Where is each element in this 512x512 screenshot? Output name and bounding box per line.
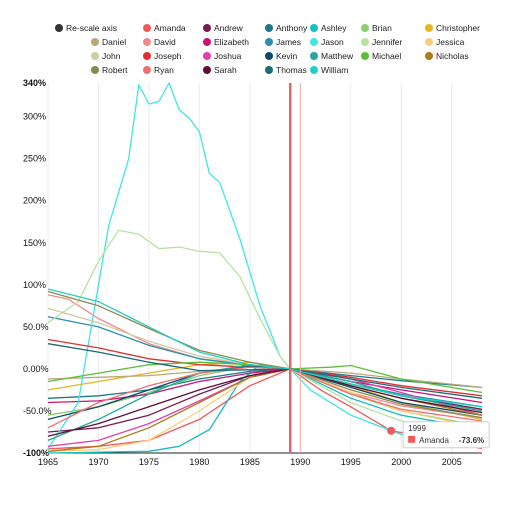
series-line-jennifer — [47, 229, 483, 437]
y-tick-label: 340% — [23, 78, 46, 88]
legend-item-jessica[interactable]: Jessica — [436, 37, 465, 47]
legend-item-william[interactable]: William — [321, 65, 348, 75]
legend-dot-brian[interactable] — [361, 24, 369, 32]
legend-dot-william[interactable] — [310, 66, 318, 74]
x-tick-label: 1995 — [341, 457, 361, 467]
legend-dot-ashley[interactable] — [310, 24, 318, 32]
legend-dot-amanda[interactable] — [143, 24, 151, 32]
y-tick-label: -100% — [23, 448, 49, 458]
legend-item-brian[interactable]: Brian — [372, 23, 392, 33]
y-tick-label: 50.0% — [23, 322, 49, 332]
tooltip-swatch — [408, 435, 416, 443]
series-line-robert — [47, 290, 483, 419]
legend-item-matthew[interactable]: Matthew — [321, 51, 354, 61]
legend-item-robert[interactable]: Robert — [102, 65, 128, 75]
tooltip-value: -73.6% — [459, 436, 484, 445]
legend-item-christopher[interactable]: Christopher — [436, 23, 480, 33]
y-tick-label: -50.0% — [23, 406, 52, 416]
y-tick-label: 250% — [23, 154, 46, 164]
legend-dot-anthony[interactable] — [265, 24, 273, 32]
legend-item-joshua[interactable]: Joshua — [214, 51, 242, 61]
legend-dot-joseph[interactable] — [143, 52, 151, 60]
legend-item-anthony[interactable]: Anthony — [276, 23, 308, 33]
legend-item-jason[interactable]: Jason — [321, 37, 344, 47]
legend-item-michael[interactable]: Michael — [372, 51, 401, 61]
rescale-axis-button[interactable]: Re-scale axis — [66, 23, 117, 33]
tooltip — [402, 421, 490, 449]
legend-dot-james[interactable] — [265, 38, 273, 46]
legend-dot-andrew[interactable] — [203, 24, 211, 32]
legend-dot-robert[interactable] — [91, 66, 99, 74]
legend-dot-jason[interactable] — [310, 38, 318, 46]
tooltip-series: Amanda — [419, 436, 449, 445]
legend-dot-david[interactable] — [143, 38, 151, 46]
legend-dot-christopher[interactable] — [425, 24, 433, 32]
series-line-sarah — [47, 368, 483, 437]
x-tick-label: 1975 — [139, 457, 159, 467]
y-tick-label: 0.00% — [23, 364, 49, 374]
legend-dot-nicholas[interactable] — [425, 52, 433, 60]
series-line-anthony — [47, 368, 483, 399]
legend-dot-jessica[interactable] — [425, 38, 433, 46]
series-line-ryan — [47, 366, 483, 429]
y-axis: 340% 300% 250% 200% 150% 100% 50.0% 0.00% -50.0%… — [23, 78, 52, 458]
legend-item-nicholas[interactable]: Nicholas — [436, 51, 469, 61]
y-tick-label: 100% — [23, 280, 46, 290]
series-line-william — [47, 288, 483, 408]
y-tick-label: 300% — [23, 112, 46, 122]
hover-point[interactable] — [387, 426, 396, 435]
series-line-jason — [47, 82, 483, 450]
legend-item-ashley[interactable]: Ashley — [321, 23, 347, 33]
x-tick-label: 1980 — [189, 457, 209, 467]
overlay: 1999 Amanda -73.6% — [288, 83, 490, 453]
series-line-thomas — [47, 343, 483, 399]
legend-item-jennifer[interactable]: Jennifer — [372, 37, 402, 47]
series-line-elizabeth — [47, 368, 483, 404]
rescale-axis-dot[interactable] — [55, 24, 63, 32]
legend-dot-john[interactable] — [91, 52, 99, 60]
tooltip-year: 1999 — [408, 424, 426, 433]
legend-item-ryan[interactable]: Ryan — [154, 65, 174, 75]
legend-item-kevin[interactable]: Kevin — [276, 51, 298, 61]
legend-dot-daniel[interactable] — [91, 38, 99, 46]
x-tick-label: 2005 — [442, 457, 462, 467]
y-tick-label: 200% — [23, 196, 46, 206]
legend-dot-ryan[interactable] — [143, 66, 151, 74]
legend-item-daniel[interactable]: Daniel — [102, 37, 126, 47]
series-line-john — [47, 307, 483, 412]
legend-item-james[interactable]: James — [276, 37, 301, 47]
legend-dot-elizabeth[interactable] — [203, 38, 211, 46]
gridlines — [47, 83, 453, 453]
series-line-kevin — [47, 365, 483, 421]
legend-item-thomas[interactable]: Thomas — [276, 65, 307, 75]
x-tick-label: 2000 — [391, 457, 411, 467]
x-tick-label: 1965 — [38, 457, 58, 467]
legend-dot-sarah[interactable] — [203, 66, 211, 74]
y-tick-label: 150% — [23, 238, 46, 248]
x-tick-label: 1985 — [240, 457, 260, 467]
legend-dot-matthew[interactable] — [310, 52, 318, 60]
legend-item-sarah[interactable]: Sarah — [214, 65, 237, 75]
legend-item-joseph[interactable]: Joseph — [154, 51, 182, 61]
legend-dot-thomas[interactable] — [265, 66, 273, 74]
legend-dot-kevin[interactable] — [265, 52, 273, 60]
series-lines — [47, 82, 483, 454]
legend-item-david[interactable]: David — [154, 37, 176, 47]
legend-dot-jennifer[interactable] — [361, 38, 369, 46]
legend-dot-joshua[interactable] — [203, 52, 211, 60]
x-tick-label: 1970 — [88, 457, 108, 467]
x-tick-label: 1990 — [290, 457, 310, 467]
series-line-james — [47, 316, 483, 408]
legend-item-john[interactable]: John — [102, 51, 121, 61]
legend[interactable]: Re-scale axis Amanda Andrew Anthony Ashley Br… — [55, 23, 480, 75]
legend-item-elizabeth[interactable]: Elizabeth — [214, 37, 249, 47]
legend-dot-michael[interactable] — [361, 52, 369, 60]
legend-item-amanda[interactable]: Amanda — [154, 23, 186, 33]
x-axis: 1965 1970 1975 1980 1985 1990 1995 2000 2005 — [38, 452, 482, 467]
legend-item-andrew[interactable]: Andrew — [214, 23, 244, 33]
